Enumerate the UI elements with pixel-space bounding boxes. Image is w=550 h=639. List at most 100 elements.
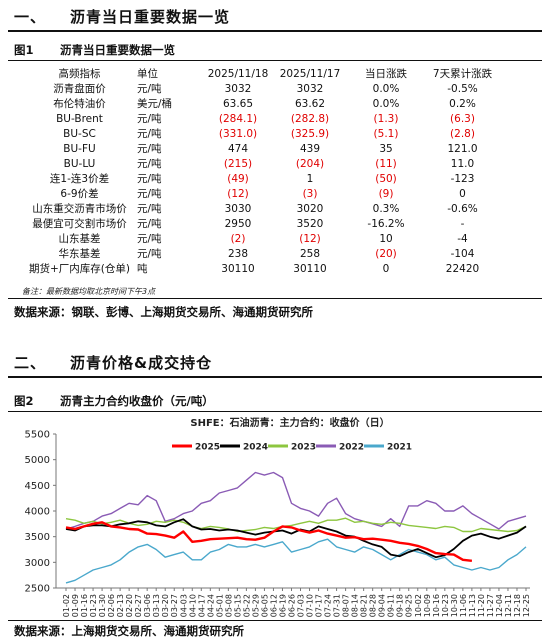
table-cell: 元/吨 (137, 218, 162, 230)
table-cell: (9) (378, 187, 394, 200)
table-cell: 121.0 (447, 142, 478, 155)
table-cell: (11) (375, 157, 397, 170)
table-cell: 吨 (137, 263, 148, 275)
table-cell: 元/吨 (137, 113, 162, 125)
x-tick-label: 06-05 (260, 594, 269, 617)
table-cell: -0.5% (447, 82, 478, 95)
x-tick-label: 08-21 (360, 594, 369, 617)
x-tick-label: 08-07 (342, 594, 351, 617)
x-tick-label: 07-17 (315, 594, 324, 617)
table-cell: (6.3) (450, 112, 475, 125)
table-header: 当日涨跌 (365, 68, 407, 80)
table-cell: BU-SC (63, 127, 96, 140)
table-row: 布伦特油价 美元/桶 63.65 63.62 0.0% 0.2% (22, 96, 500, 111)
table-cell: 华东基差 (58, 248, 101, 260)
table-cell: (3) (302, 187, 318, 200)
table-row: 期货+厂内库存(仓单) 吨 30110 30110 0 22420 (22, 261, 500, 276)
table-row: BU-SC 元/吨 (331.0) (325.9) (5.1) (2.8) (22, 126, 500, 141)
x-tick-label: 05-08 (224, 594, 233, 617)
table-cell: 布伦特油价 (53, 98, 106, 110)
table-cell: 22420 (445, 262, 480, 275)
x-tick-label: 04-17 (197, 594, 206, 617)
table-cell: (5.1) (373, 127, 399, 140)
table-cell: 连1-连3价差 (49, 173, 110, 185)
x-tick-label: 11-27 (486, 594, 495, 617)
table-cell: -16.2% (367, 217, 405, 230)
x-tick-label: 01-30 (98, 594, 107, 617)
table-cell: 30110 (293, 262, 327, 275)
table-cell: BU-LU (63, 157, 96, 170)
x-tick-label: 12-25 (522, 594, 531, 617)
table-cell: 238 (227, 247, 249, 260)
figure-1-title: 沥青当日重要数据一览 (60, 43, 175, 57)
table-cell: 山东重交沥青市场价 (32, 203, 127, 215)
table-cell: 元/吨 (137, 233, 162, 245)
table-cell: - (460, 217, 465, 230)
table-cell: -123 (450, 172, 475, 185)
x-tick-label: 08-28 (369, 594, 378, 617)
table-cell: 期货+厂内库存(仓单) (29, 263, 130, 275)
divider (8, 376, 542, 378)
table-row: BU-FU 元/吨 474 439 35 121.0 (22, 141, 500, 156)
y-tick-label: 5500 (25, 430, 50, 441)
x-tick-label: 11-06 (459, 594, 468, 617)
table-cell: BU-FU (63, 142, 96, 155)
table-row: 山东基差 元/吨 (2) (12) 10 -4 (22, 231, 500, 246)
x-tick-label: 01-16 (80, 594, 89, 617)
table-cell: 30110 (221, 262, 255, 275)
table-cell: 0.0% (372, 97, 400, 110)
table-cell: 3020 (296, 202, 324, 215)
x-tick-label: 06-12 (269, 594, 278, 617)
table-cell: 63.65 (222, 97, 254, 110)
x-tick-label: 07-24 (324, 594, 333, 617)
x-tick-label: 05-01 (215, 594, 224, 617)
legend-label: 2025 (195, 443, 220, 453)
table-row: BU-Brent 元/吨 (284.1) (282.8) (1.3) (6.3) (22, 111, 500, 126)
x-tick-label: 04-10 (188, 594, 197, 617)
x-tick-label: 03-06 (143, 594, 152, 617)
x-tick-label: 10-23 (441, 594, 450, 617)
x-tick-label: 02-13 (116, 594, 125, 617)
divider (8, 60, 542, 61)
legend-label: 2022 (339, 443, 364, 453)
table-cell: (2) (230, 232, 246, 245)
x-tick-label: 02-06 (107, 594, 116, 617)
table-cell: 63.62 (294, 97, 326, 110)
x-tick-label: 07-31 (333, 594, 342, 617)
table-row: 最便宜可交割市场价 元/吨 2950 3520 -16.2% - (22, 216, 500, 231)
table-cell: 0.3% (372, 202, 400, 215)
x-tick-label: 09-25 (405, 594, 414, 617)
table-cell: (331.0) (218, 127, 258, 140)
x-tick-label: 07-03 (297, 594, 306, 617)
y-tick-label: 3000 (25, 558, 50, 569)
x-tick-label: 01-09 (71, 594, 80, 617)
x-tick-label: 07-10 (306, 594, 315, 617)
x-tick-label: 11-13 (468, 594, 477, 617)
table-row: 6-9价差 元/吨 (12) (3) (9) 0 (22, 186, 500, 201)
y-axis: 2500 3000 3500 4000 4500 5000 5500 (25, 430, 57, 595)
legend-label: 2023 (291, 443, 316, 453)
figure-2-caption: 图2 沥青主力合约收盘价（元/吨） (14, 393, 214, 409)
figure-1-number: 图1 (14, 43, 34, 57)
table-header: 单位 (137, 68, 158, 80)
table-row: 沥青盘面价 元/吨 3032 3032 0.0% -0.5% (22, 81, 500, 96)
section-2-heading: 二、 沥青价格&成交持仓 (14, 352, 212, 373)
table-cell: 元/吨 (137, 158, 162, 170)
x-tick-label: 03-13 (152, 594, 161, 617)
section-1-number: 一、 (14, 8, 47, 26)
table-header: 2025/11/17 (279, 67, 341, 80)
table-cell: 3520 (296, 217, 324, 230)
table-cell: 元/吨 (137, 248, 162, 260)
table-cell: 258 (299, 247, 321, 260)
table-cell: 元/吨 (137, 83, 162, 95)
chart-series (65, 471, 527, 584)
x-tick-label: 10-09 (423, 594, 432, 617)
table-cell: -0.6% (447, 202, 478, 215)
series-line-2024 (65, 518, 527, 559)
section-2-title: 沥青价格&成交持仓 (70, 354, 213, 372)
table-cell: 439 (299, 142, 321, 155)
table-cell: 山东基差 (58, 233, 101, 245)
table-note: 备注：最新数据均取北京时间下午3点 (22, 287, 156, 296)
x-tick-label: 05-29 (251, 594, 260, 617)
table-cell: 2950 (224, 217, 252, 230)
